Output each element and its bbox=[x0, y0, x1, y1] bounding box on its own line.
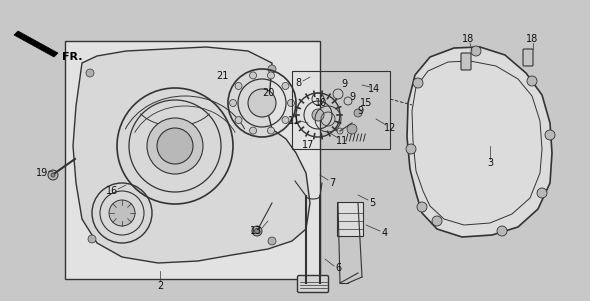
Text: 13: 13 bbox=[250, 226, 262, 236]
Circle shape bbox=[51, 173, 55, 177]
Circle shape bbox=[471, 46, 481, 56]
Circle shape bbox=[268, 65, 276, 73]
Text: 4: 4 bbox=[382, 228, 388, 238]
FancyBboxPatch shape bbox=[523, 49, 533, 66]
Circle shape bbox=[406, 144, 416, 154]
Circle shape bbox=[254, 228, 260, 234]
Text: 19: 19 bbox=[36, 168, 48, 178]
Text: 3: 3 bbox=[487, 158, 493, 168]
Polygon shape bbox=[407, 47, 552, 237]
Circle shape bbox=[282, 82, 289, 89]
Text: 9: 9 bbox=[349, 92, 355, 102]
Circle shape bbox=[109, 200, 135, 226]
Text: 11: 11 bbox=[288, 116, 300, 126]
Text: 20: 20 bbox=[262, 88, 274, 98]
Circle shape bbox=[527, 76, 537, 86]
Circle shape bbox=[88, 235, 96, 243]
Text: 6: 6 bbox=[335, 263, 341, 273]
Text: 9: 9 bbox=[341, 79, 347, 89]
Circle shape bbox=[417, 202, 427, 212]
Circle shape bbox=[157, 128, 193, 164]
FancyBboxPatch shape bbox=[297, 275, 329, 293]
Circle shape bbox=[267, 127, 274, 134]
Circle shape bbox=[354, 109, 362, 117]
Circle shape bbox=[287, 100, 294, 107]
Circle shape bbox=[282, 116, 289, 123]
Polygon shape bbox=[14, 31, 58, 57]
Text: 9: 9 bbox=[357, 106, 363, 116]
Circle shape bbox=[347, 124, 357, 134]
Circle shape bbox=[432, 216, 442, 226]
Text: 21: 21 bbox=[216, 71, 228, 81]
Circle shape bbox=[235, 82, 242, 89]
Circle shape bbox=[413, 78, 423, 88]
Circle shape bbox=[250, 72, 257, 79]
Text: 12: 12 bbox=[384, 123, 396, 133]
Text: 18: 18 bbox=[526, 34, 538, 44]
Text: FR.: FR. bbox=[62, 52, 82, 62]
Text: 8: 8 bbox=[295, 78, 301, 88]
Text: 2: 2 bbox=[157, 281, 163, 291]
Circle shape bbox=[235, 116, 242, 123]
FancyBboxPatch shape bbox=[461, 53, 471, 70]
Circle shape bbox=[250, 127, 257, 134]
Circle shape bbox=[48, 170, 58, 180]
Circle shape bbox=[545, 130, 555, 140]
Text: 17: 17 bbox=[302, 140, 314, 150]
Circle shape bbox=[252, 226, 262, 236]
FancyBboxPatch shape bbox=[65, 41, 320, 279]
Circle shape bbox=[497, 226, 507, 236]
Text: 10: 10 bbox=[315, 98, 327, 108]
Text: 14: 14 bbox=[368, 84, 380, 94]
Circle shape bbox=[537, 188, 547, 198]
Text: 11: 11 bbox=[336, 136, 348, 146]
Text: 16: 16 bbox=[106, 186, 118, 196]
FancyBboxPatch shape bbox=[337, 202, 363, 236]
Circle shape bbox=[147, 118, 203, 174]
Polygon shape bbox=[73, 47, 310, 263]
Text: 18: 18 bbox=[462, 34, 474, 44]
Text: 15: 15 bbox=[360, 98, 372, 108]
Circle shape bbox=[86, 69, 94, 77]
Circle shape bbox=[312, 109, 324, 121]
Circle shape bbox=[248, 89, 276, 117]
Text: 5: 5 bbox=[369, 198, 375, 208]
Circle shape bbox=[267, 72, 274, 79]
Text: 7: 7 bbox=[329, 178, 335, 188]
Circle shape bbox=[268, 237, 276, 245]
Circle shape bbox=[230, 100, 237, 107]
Circle shape bbox=[337, 128, 343, 134]
